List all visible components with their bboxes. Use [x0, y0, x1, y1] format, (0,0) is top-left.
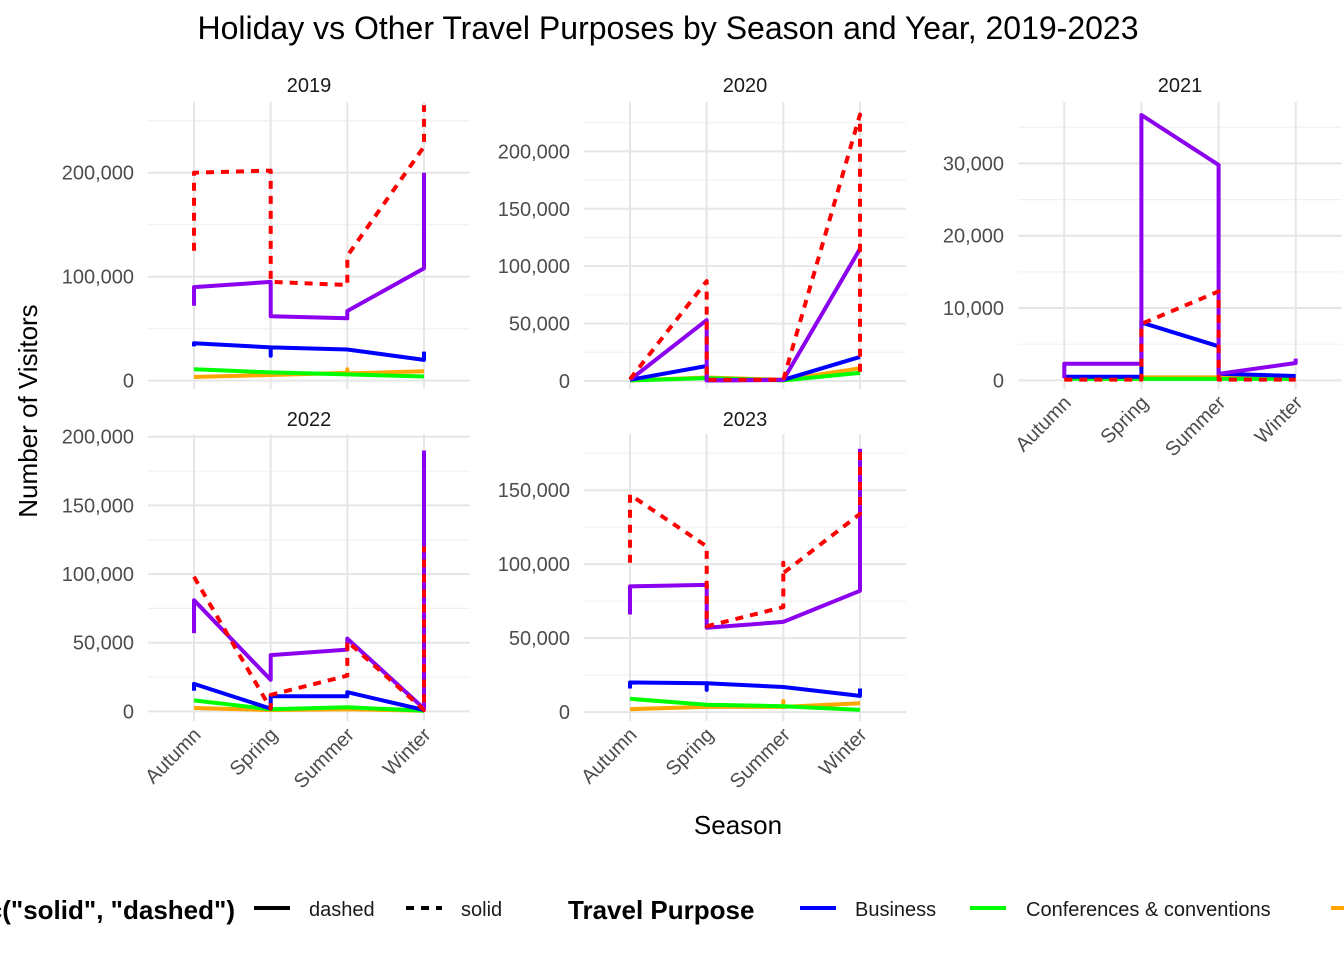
color-legend-label-1: Conferences & conventions — [1026, 899, 1271, 921]
series-line-conferences-conventions — [629, 696, 861, 712]
y-tick-label: 0 — [993, 370, 1004, 392]
y-tick-label: 0 — [123, 701, 134, 723]
series-line-business — [1064, 320, 1296, 379]
facet-panels: 0 100,000 200,000 2019 0 50,000 100,000 150,000… — [62, 75, 1342, 793]
series-line-holiday — [192, 105, 426, 287]
y-tick-label: 150,000 — [498, 480, 570, 502]
x-tick-label: Winter — [815, 724, 872, 781]
series-line-holiday — [628, 451, 862, 629]
series-line-business — [628, 680, 862, 698]
y-tick-label: 200,000 — [498, 141, 570, 163]
y-tick-label: 50,000 — [509, 628, 570, 650]
facet-strip-label: 2021 — [1158, 75, 1203, 97]
x-tick-label: Winter — [379, 724, 436, 781]
series-line-holiday — [1064, 289, 1296, 382]
x-tick-label: Spring — [662, 724, 718, 780]
color-legend-title: Travel Purpose — [568, 895, 754, 925]
y-tick-label: 100,000 — [62, 267, 134, 289]
y-tick-label: 50,000 — [509, 314, 570, 336]
facet-strip-label: 2019 — [287, 75, 332, 97]
y-tick-label: 100,000 — [498, 554, 570, 576]
y-tick-label: 0 — [559, 702, 570, 724]
facet-panel-2022: 0 50,000 100,000 150,000 200,000 Autumn Spring… — [62, 409, 470, 793]
y-tick-label: 10,000 — [943, 298, 1004, 320]
facet-panel-2020: 0 50,000 100,000 150,000 200,000 2020 — [498, 75, 906, 393]
facet-panel-2019: 0 100,000 200,000 2019 — [62, 75, 470, 393]
x-tick-label: Summer — [290, 724, 359, 793]
x-tick-label: Summer — [1161, 392, 1230, 461]
x-tick-label: Summer — [726, 724, 795, 793]
series-line-purple — [628, 247, 862, 383]
x-tick-label: Autumn — [141, 724, 205, 788]
linetype-legend-title: c("solid", "dashed") — [0, 895, 235, 925]
series-line-conferences-conventions — [193, 698, 425, 713]
series-line-holiday — [628, 112, 862, 382]
y-tick-label: 100,000 — [62, 564, 134, 586]
y-tick-label: 30,000 — [943, 153, 1004, 175]
x-tick-label: Autumn — [1012, 392, 1076, 456]
y-tick-label: 20,000 — [943, 226, 1004, 248]
x-tick-label: Spring — [226, 724, 282, 780]
series-line-business — [192, 681, 425, 712]
x-tick-label: Winter — [1251, 392, 1308, 449]
y-tick-label: 200,000 — [62, 163, 134, 185]
series-line-purple — [192, 450, 426, 711]
series-line-business — [192, 341, 426, 362]
facet-panel-2023: 0 50,000 100,000 150,000 Autumn Spring Summer W… — [498, 409, 906, 793]
x-tick-label: Autumn — [577, 724, 641, 788]
facet-strip-label: 2023 — [723, 409, 768, 431]
color-legend-label-0: Business — [855, 899, 936, 921]
y-tick-label: 0 — [123, 371, 134, 393]
series-line-holiday — [192, 546, 426, 712]
x-axis-title: Season — [694, 810, 782, 840]
series-line-conferences-conventions — [193, 367, 425, 379]
x-tick-label: Spring — [1097, 392, 1153, 448]
linetype-legend-label-1: solid — [461, 899, 502, 921]
series-line-purple — [192, 172, 426, 321]
y-tick-label: 200,000 — [62, 427, 134, 449]
linetype-legend-label-0: dashed — [309, 899, 375, 921]
y-tick-label: 50,000 — [73, 633, 134, 655]
legend: c("solid", "dashed") dashed solid Travel… — [0, 895, 1344, 925]
chart-title: Holiday vs Other Travel Purposes by Seas… — [197, 10, 1138, 46]
y-tick-label: 100,000 — [498, 256, 570, 278]
y-tick-label: 150,000 — [498, 199, 570, 221]
y-axis-title: Number of Visitors — [13, 304, 43, 517]
facet-strip-label: 2022 — [287, 409, 332, 431]
facet-strip-label: 2020 — [723, 75, 768, 97]
series-line-purple — [1062, 113, 1298, 379]
y-tick-label: 150,000 — [62, 495, 134, 517]
facet-panel-2021: 0 10,000 20,000 30,000 Autumn Spring Summer Win… — [943, 75, 1342, 461]
y-tick-label: 0 — [559, 371, 570, 393]
